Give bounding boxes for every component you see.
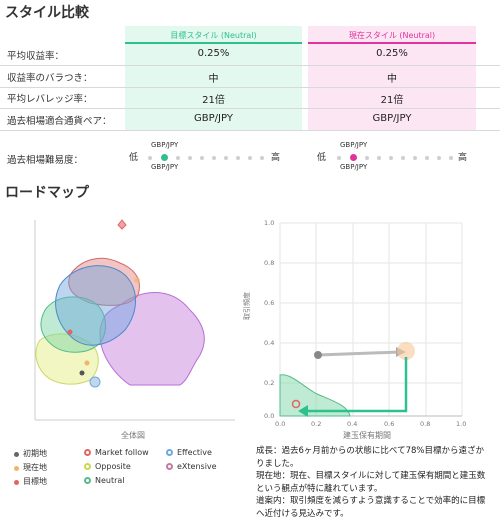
target-avg-return: 0.25%	[197, 48, 230, 59]
target-low-label: 低	[129, 153, 139, 163]
target-currency-pair: GBP/JPY	[194, 113, 233, 124]
neutral-area	[279, 374, 351, 417]
neutral-region	[40, 296, 106, 353]
current-currency-pair: GBP/JPY	[372, 113, 412, 124]
target-position-dot	[67, 329, 73, 335]
overview-map	[34, 219, 235, 421]
initial-position-marker	[314, 351, 322, 359]
current-position-dot	[134, 277, 140, 283]
right-chart-ylabel: 取引頻度	[243, 292, 251, 320]
current-pair-top: GBP/JPY	[340, 141, 368, 149]
legend-target: 目標地	[14, 476, 47, 487]
roadmap-title: ロードマップ	[5, 185, 89, 201]
target-header-underline	[125, 42, 302, 44]
current-leverage: 21倍	[380, 95, 404, 106]
row-label-avg-return: 平均収益率：	[7, 51, 65, 62]
roadmap-description: 成長：過去6ヶ月前からの状態に比べて78%目標から遠ざか りました。 現在地：現…	[256, 446, 486, 519]
legend-market-follow: Market follow	[84, 448, 149, 457]
current-volatility: 中	[387, 74, 397, 85]
current-low-label: 低	[317, 153, 327, 163]
target-pair-bottom: GBP/JPY	[151, 163, 179, 171]
current-difficulty-marker	[350, 154, 357, 161]
target-high-label: 高	[271, 153, 281, 163]
current-style-header: 現在スタイル (Neutral)	[348, 31, 436, 40]
route-path	[306, 357, 408, 413]
row-label-currency-pair: 過去相場適合通貨ペア：	[7, 116, 112, 127]
current-position-marker	[397, 342, 415, 360]
legend-opposite: Opposite	[84, 462, 131, 471]
overview-xlabel: 全体図	[121, 431, 145, 440]
target-style-header: 目標スタイル (Neutral)	[170, 31, 257, 40]
current-avg-return: 0.25%	[376, 48, 408, 59]
effective-marker	[89, 376, 101, 388]
target-leverage: 21倍	[202, 95, 225, 106]
target-pair-top: GBP/JPY	[151, 141, 179, 149]
current-dot-2	[84, 360, 90, 366]
target-marker-top	[117, 219, 127, 230]
legend-effective: Effective	[166, 448, 212, 457]
effective-region	[55, 265, 136, 346]
row-label-difficulty: 過去相場難易度：	[7, 155, 84, 166]
legend-extensive: eXtensive	[166, 462, 217, 471]
path-initial-to-current	[317, 350, 401, 357]
legend-initial: 初期地	[14, 448, 47, 459]
right-chart-xlabel: 建玉保有期間	[343, 431, 391, 440]
target-volatility: 中	[208, 74, 219, 85]
row-label-volatility: 収益率のバラつき：	[7, 73, 93, 84]
roadmap-chart	[279, 222, 463, 417]
current-high-label: 高	[458, 153, 468, 163]
row-label-leverage: 平均レバレッジ率：	[7, 94, 93, 105]
target-difficulty-marker	[161, 154, 168, 161]
style-compare-title: スタイル比較	[5, 5, 89, 21]
legend-neutral: Neutral	[84, 476, 125, 485]
target-position-marker	[291, 399, 301, 409]
legend-current: 現在地	[14, 462, 47, 473]
initial-position-dot	[79, 370, 85, 376]
current-header-underline	[308, 42, 476, 44]
current-pair-bottom: GBP/JPY	[340, 163, 368, 171]
